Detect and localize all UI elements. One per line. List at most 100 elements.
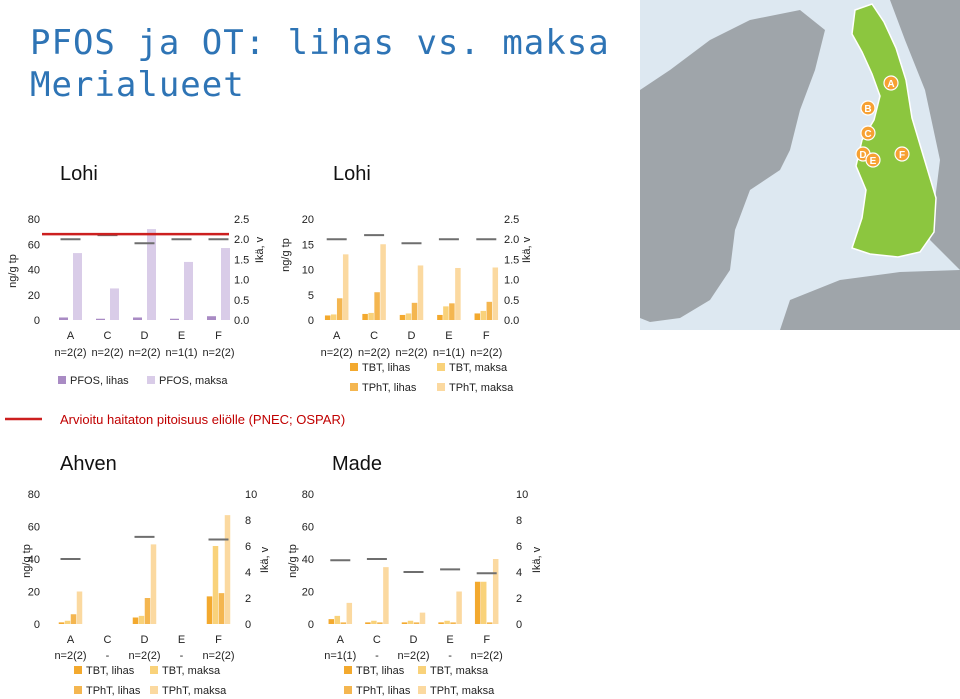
x-tick-label: D	[141, 634, 149, 646]
y2-tick-label: 0.5	[504, 295, 519, 307]
y-tick-label: 20	[302, 214, 314, 226]
n-label: n=2(2)	[128, 650, 160, 662]
n-label: -	[448, 650, 452, 662]
n-label: n=2(2)	[358, 347, 390, 359]
site-label-A: A	[887, 79, 894, 90]
bar-F-series-1	[207, 316, 216, 320]
n-label: n=2(2)	[471, 650, 503, 662]
legend-label: PFOS, maksa	[159, 375, 228, 387]
page-title: PFOS ja OT: lihas vs. maksa Merialueet	[30, 22, 610, 106]
x-tick-label: E	[178, 330, 185, 342]
n-label: n=2(2)	[321, 347, 353, 359]
chart-1: Lohi 0 20 40 60 80 0.0 0.5 1.0 1.5 2.0 2.5 ng/g tp Ik…	[7, 163, 266, 387]
x-tick-label: A	[333, 330, 341, 342]
bar-E-series-2	[444, 620, 450, 624]
site-marker-B	[860, 100, 876, 116]
bar-A-series-4	[342, 254, 349, 320]
n-label: n=1(1)	[324, 650, 356, 662]
legend-swatch	[418, 666, 426, 674]
x-tick-label: D	[408, 330, 416, 342]
n-label: n=2(2)	[91, 347, 123, 359]
bar-E-series-3	[450, 622, 456, 624]
bar-C-series-4	[383, 567, 389, 624]
y-tick-label: 20	[302, 587, 314, 599]
n-label: -	[375, 650, 379, 662]
y2-tick-label: 4	[516, 567, 522, 579]
bar-C-series-4	[380, 244, 386, 320]
y2-tick-label: 2.0	[504, 234, 519, 246]
y-tick-label: 40	[28, 265, 40, 277]
x-tick-label: F	[215, 330, 222, 342]
map-baltics	[780, 270, 960, 330]
bar-A-series-1	[58, 622, 65, 624]
y2-tick-label: 0.0	[504, 315, 519, 327]
map-sites: A B CDE F	[855, 75, 910, 168]
y2-tick-label: 2	[245, 593, 251, 605]
bar-A-series-3	[336, 298, 343, 320]
bar-D-series-1	[399, 314, 406, 320]
chart-title: Made	[332, 453, 382, 475]
site-label-F: F	[899, 150, 905, 161]
x-tick-label: A	[337, 634, 345, 646]
y2-axis-label: Ikä, v	[254, 236, 266, 263]
y2-tick-label: 0.5	[234, 295, 249, 307]
y-tick-label: 10	[302, 265, 314, 277]
legend-label: TPhT, lihas	[362, 382, 417, 394]
x-tick-label: A	[67, 634, 75, 646]
y-tick-label: 80	[28, 489, 40, 501]
bar-E-series-1	[437, 314, 443, 320]
chart-2: Lohi 0 5 10 15 20 0.0 0.5 1.0 1.5 2.0 2.5 ng/g tp Ikä…	[280, 163, 533, 394]
bar-F-series-4	[224, 515, 231, 624]
bar-C-series-3	[377, 622, 383, 624]
n-label: n=2(2)	[202, 347, 234, 359]
bar-F-series-3	[486, 622, 493, 624]
n-label: n=2(2)	[202, 650, 234, 662]
bar-D-series-4	[150, 544, 157, 624]
site-marker-C	[860, 125, 876, 141]
y2-axis-label: Ikä, v	[259, 546, 271, 573]
bar-E-series-1	[438, 622, 444, 624]
y2-tick-label: 2	[516, 593, 522, 605]
y-tick-label: 60	[28, 522, 40, 534]
legend-swatch	[437, 383, 445, 391]
x-tick-label: C	[104, 634, 112, 646]
y-tick-label: 20	[28, 290, 40, 302]
y2-tick-label: 0.0	[234, 315, 249, 327]
legend-label: TPhT, lihas	[356, 685, 411, 697]
bar-F-series-1	[474, 581, 481, 624]
x-tick-label: D	[410, 634, 418, 646]
legend-label: TBT, lihas	[86, 665, 135, 677]
y2-tick-label: 8	[245, 515, 251, 527]
legend-label: TPhT, maksa	[162, 685, 227, 697]
y2-axis-label: Ikä, v	[521, 236, 533, 263]
legend-label: TPhT, lihas	[86, 685, 141, 697]
map-finland	[851, 3, 937, 258]
y-axis-label: ng/g tp	[21, 544, 33, 578]
bar-A-series-3	[340, 622, 347, 624]
n-label: n=2(2)	[54, 347, 86, 359]
n-label: n=2(2)	[54, 650, 86, 662]
site-label-D: D	[859, 150, 866, 161]
map-russia	[890, 0, 960, 270]
bar-E-series-1	[170, 318, 179, 320]
x-tick-label: F	[215, 634, 222, 646]
legend-swatch	[350, 383, 358, 391]
legend-label: TPhT, maksa	[449, 382, 514, 394]
legend-swatch	[437, 363, 445, 371]
y2-tick-label: 0	[516, 619, 522, 631]
legend-label: TBT, maksa	[162, 665, 221, 677]
legend-swatch	[147, 376, 155, 384]
legend-label: PFOS, lihas	[70, 375, 129, 387]
legend-swatch	[150, 666, 158, 674]
chart-3: Ahven 0 20 40 60 80 0 2 4 6 8 10 ng/g tp Ikä, v An=2(2…	[21, 453, 271, 697]
bar-F-series-1	[206, 596, 213, 624]
bar-E-series-4	[456, 591, 462, 624]
site-marker-F	[894, 146, 910, 162]
bar-F-series-4	[492, 267, 499, 320]
pnec-legend-label: Arvioitu haitaton pitoisuus eliölle (PNE…	[60, 412, 345, 427]
legend-swatch	[74, 666, 82, 674]
y-tick-label: 60	[302, 522, 314, 534]
chart-title: Lohi	[333, 163, 371, 185]
y2-tick-label: 4	[245, 567, 251, 579]
y2-tick-label: 8	[516, 515, 522, 527]
